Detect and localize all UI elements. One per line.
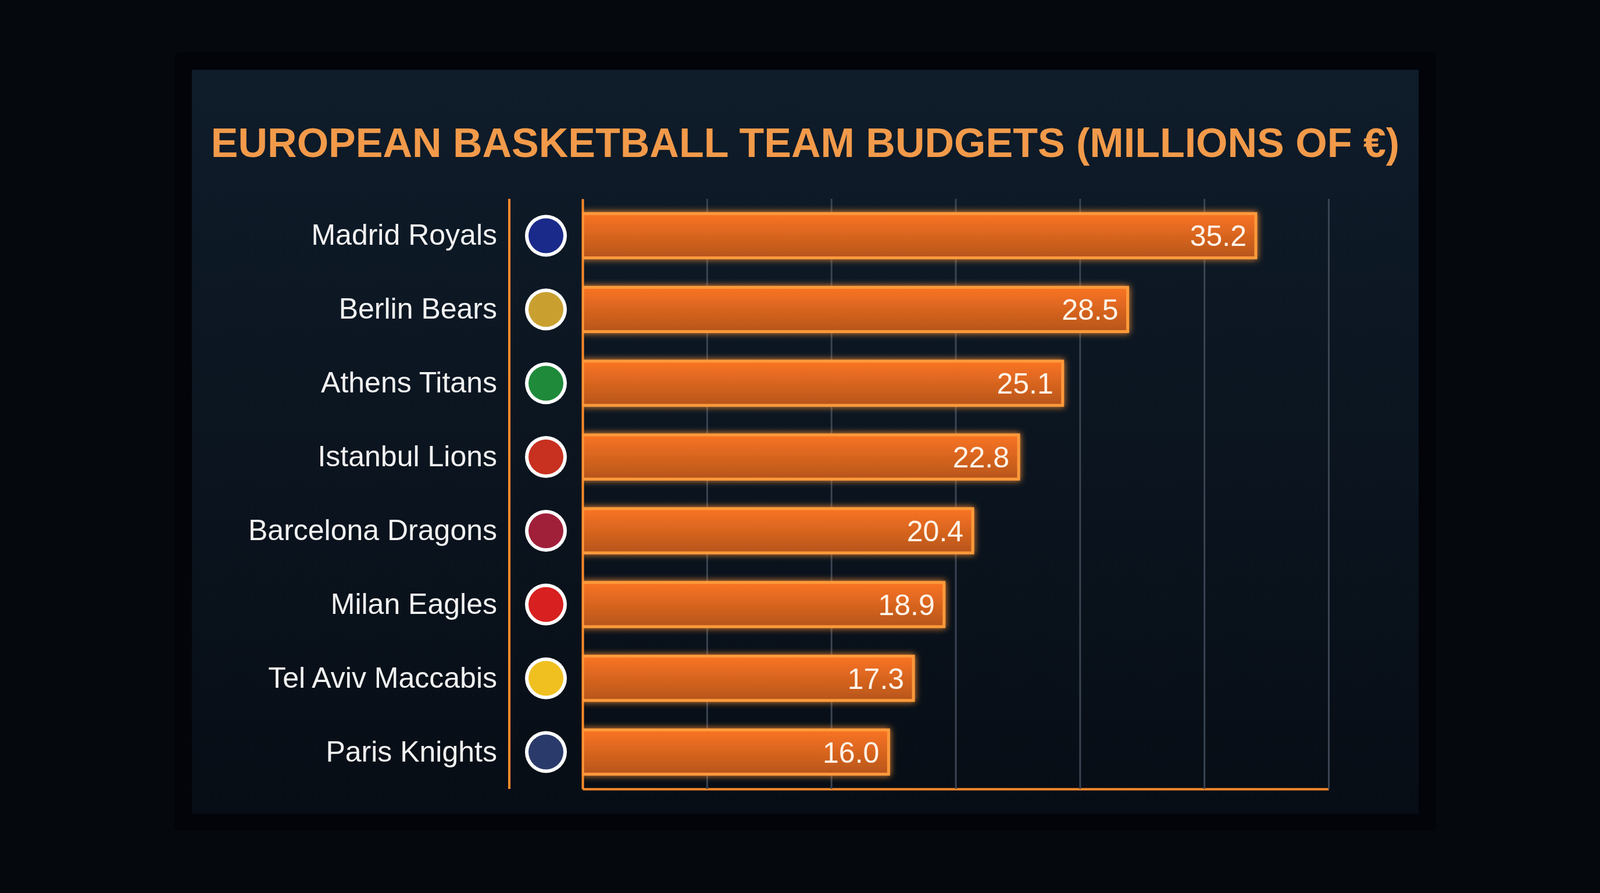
bar <box>582 508 973 553</box>
data-labels: 35.2 28.5 25.1 22.8 20.4 18.9 17.3 16.0 <box>822 219 1247 769</box>
logo-ring <box>525 288 567 331</box>
data-label: 25.1 <box>996 367 1053 400</box>
data-label: 18.9 <box>877 588 935 622</box>
category-label: Tel Aviv Maccabis <box>268 661 498 695</box>
grid-line <box>1327 198 1330 789</box>
bar <box>582 730 889 775</box>
logo-ring <box>525 214 567 257</box>
x-tick <box>1204 198 1205 789</box>
logo-core <box>528 365 564 401</box>
category-label: Madrid Royals <box>311 218 498 252</box>
logo-ring <box>525 731 567 774</box>
bars <box>582 213 1256 774</box>
team-logo <box>525 436 567 478</box>
x-tick <box>1328 198 1330 789</box>
category-label: Barcelona Dragons <box>248 513 498 547</box>
title: EUROPEAN BASKETBALL TEAM BUDGETS (MILLIO… <box>211 120 1400 166</box>
logo-core <box>528 291 564 327</box>
logo-ring <box>525 362 567 405</box>
category-label: Berlin Bears <box>338 292 498 325</box>
logo-ring <box>525 509 567 552</box>
bar <box>582 434 1019 480</box>
team-logo <box>525 731 567 774</box>
separator <box>508 198 511 789</box>
data-label: 22.8 <box>952 441 1010 474</box>
logos <box>525 214 567 773</box>
y-axis: Madrid Royals Berlin Bears Athens Titans Is… <box>248 199 584 790</box>
team-logo <box>525 288 567 331</box>
team-logo <box>525 657 567 700</box>
category-label: Milan Eagles <box>330 587 498 621</box>
team-logo <box>525 362 567 405</box>
x-axis <box>583 198 1330 790</box>
plot: Madrid Royals Berlin Bears Athens Titans Is… <box>248 198 1330 790</box>
logo-ring <box>525 657 567 700</box>
logo-core <box>528 661 564 696</box>
bar <box>582 582 945 627</box>
logo-core <box>528 734 564 770</box>
data-label: 28.5 <box>1061 293 1119 327</box>
grid-line <box>1203 198 1206 789</box>
category-label: Paris Knights <box>325 735 498 769</box>
data-label: 17.3 <box>847 662 905 696</box>
data-label: 20.4 <box>906 515 964 548</box>
logo-core <box>528 587 564 623</box>
logo-core <box>528 439 564 475</box>
team-logo <box>525 583 567 626</box>
logo-core <box>528 218 564 253</box>
bar <box>582 361 1063 406</box>
team-logo <box>525 509 567 552</box>
bar <box>582 213 1256 258</box>
bar <box>582 287 1128 332</box>
monitor-frame <box>174 52 1437 832</box>
background <box>0 0 1600 893</box>
data-label: 35.2 <box>1190 219 1247 253</box>
category-label: Istanbul Lions <box>317 440 498 473</box>
logo-core <box>528 513 564 549</box>
category-label: Athens Titans <box>320 366 498 399</box>
screen <box>191 69 1419 814</box>
team-logo <box>525 214 567 257</box>
chart-root: EUROPEAN BASKETBALL TEAM BUDGETS (MILLIO… <box>0 0 1600 893</box>
logo-ring <box>525 583 567 626</box>
data-label: 16.0 <box>822 736 880 770</box>
logo-ring <box>525 436 567 478</box>
bar <box>582 656 914 701</box>
